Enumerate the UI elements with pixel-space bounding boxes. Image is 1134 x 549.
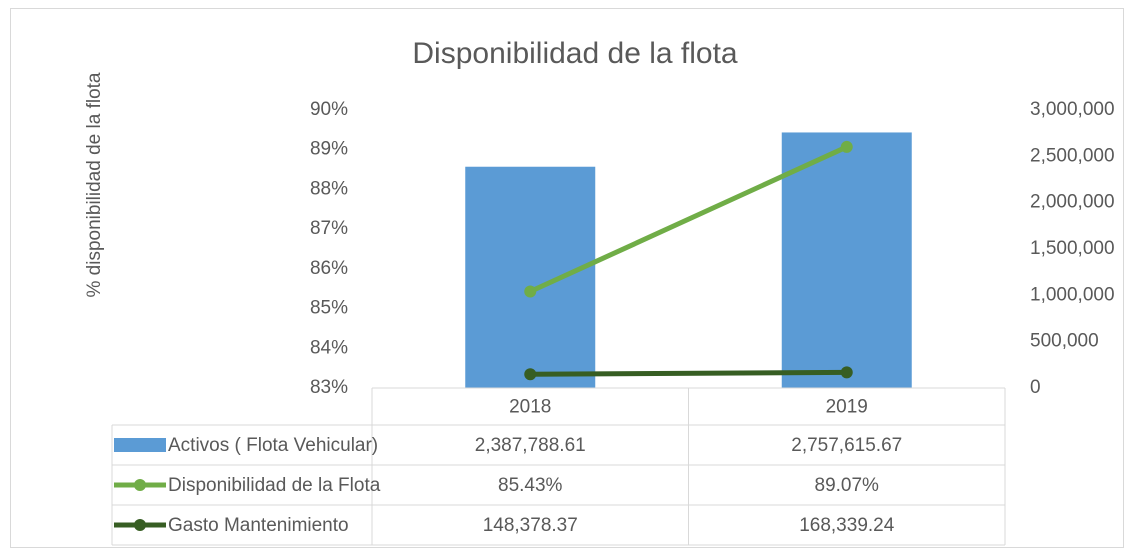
y2-tick-label: 2,000,000 xyxy=(1030,192,1115,213)
y2-tick-label: 500,000 xyxy=(1030,331,1099,352)
y-tick-label: 89% xyxy=(310,139,348,160)
table-value: 168,339.24 xyxy=(799,515,895,536)
y2-tick-label: 1,500,000 xyxy=(1030,238,1115,259)
legend-label: Activos ( Flota Vehicular) xyxy=(168,435,378,456)
y-tick-label: 86% xyxy=(310,258,348,279)
line-marker xyxy=(840,140,853,153)
line-marker xyxy=(524,285,537,298)
line-marker xyxy=(524,368,537,381)
y-tick-label: 87% xyxy=(310,218,348,239)
legend-key-marker xyxy=(134,479,146,491)
y2-tick-label: 3,000,000 xyxy=(1030,99,1115,120)
chart-title: Disponibilidad de la flota xyxy=(412,37,738,70)
legend-label: Disponibilidad de la Flota xyxy=(168,475,381,496)
y2-tick-label: 1,000,000 xyxy=(1030,284,1115,305)
y2-tick-label: 2,500,000 xyxy=(1030,145,1115,166)
table-value: 148,378.37 xyxy=(483,515,578,536)
y-tick-label: 90% xyxy=(310,99,348,120)
table-value: 2,757,615.67 xyxy=(791,435,902,456)
y-tick-label: 85% xyxy=(310,298,348,319)
x-tick-label: 2018 xyxy=(509,397,551,418)
legend-key-marker xyxy=(134,519,146,531)
legend-label: Gasto Mantenimiento xyxy=(168,515,349,536)
legend-key xyxy=(114,438,166,452)
table-value: 89.07% xyxy=(815,475,880,496)
y-tick-label: 88% xyxy=(310,178,348,199)
x-tick-label: 2019 xyxy=(826,397,868,418)
line xyxy=(527,144,850,294)
table-value: 85.43% xyxy=(498,475,563,496)
line xyxy=(527,369,850,377)
y2-tick-label: 0 xyxy=(1030,377,1041,398)
y-tick-label: 84% xyxy=(310,337,348,358)
y-axis-label: % disponibilidad de la flota xyxy=(84,72,105,297)
bar xyxy=(781,132,912,388)
bar xyxy=(465,166,596,388)
table-value: 2,387,788.61 xyxy=(475,435,586,456)
line-marker xyxy=(840,366,853,379)
y-tick-label: 83% xyxy=(310,377,348,398)
